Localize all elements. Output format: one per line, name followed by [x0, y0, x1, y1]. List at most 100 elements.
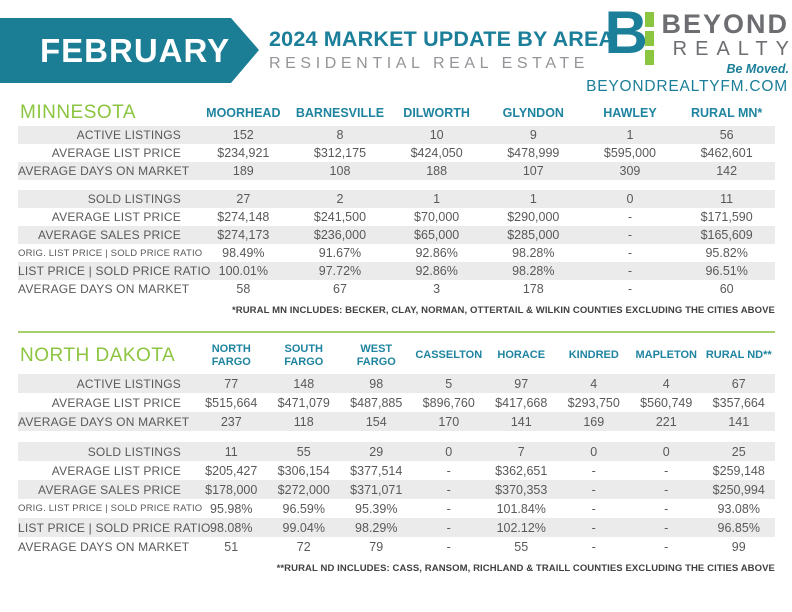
- logo-name-line2: REALTY: [672, 38, 792, 60]
- column-header: GLYNDON: [502, 106, 564, 120]
- cell-value: 10: [429, 128, 444, 142]
- north-dakota-table: NORTH DAKOTA NORTH FARGO SOUTH FARGO WEST …: [18, 338, 775, 556]
- spacer-row: [18, 431, 775, 442]
- cell-value: 97.72%: [318, 264, 362, 278]
- column-header: HAWLEY: [603, 106, 657, 120]
- cell-value: 237: [220, 414, 242, 429]
- table-row: SOLD LISTINGS 27 2 1 1 0 11: [18, 190, 775, 208]
- cell-value: -: [664, 482, 669, 497]
- logo-b-mark-icon: B: [604, 2, 656, 68]
- row-label: AVERAGE LIST PRICE: [51, 146, 181, 160]
- row-label: AVERAGE LIST PRICE: [51, 210, 181, 224]
- cell-value: -: [664, 539, 669, 554]
- cell-value: -: [591, 501, 596, 516]
- table-row: ACTIVE LISTINGS 77 148 98 5 97 4 4 67: [18, 374, 775, 393]
- cell-value: -: [627, 246, 633, 260]
- cell-value: 93.08%: [717, 501, 760, 516]
- minnesota-footnote: *RURAL MN INCLUDES: BECKER, CLAY, NORMAN…: [231, 305, 775, 316]
- column-header: RURAL MN*: [690, 106, 763, 120]
- cell-value: -: [591, 463, 596, 478]
- row-label: AVERAGE SALES PRICE: [38, 228, 181, 242]
- beyond-realty-logo: B BEYOND REALTY Be Moved.: [604, 2, 792, 77]
- cell-value: -: [446, 463, 451, 478]
- table-row: AVERAGE DAYS ON MARKET 189 108 188 107 309 142: [18, 162, 775, 180]
- cell-value: 3: [433, 282, 441, 296]
- cell-value: 141: [510, 414, 532, 429]
- cell-value: 96.59%: [282, 501, 325, 516]
- table-row: AVERAGE DAYS ON MARKET 58 67 3 178 - 60: [18, 280, 775, 298]
- cell-value: 95.82%: [705, 246, 748, 260]
- table-row: AVERAGE DAYS ON MARKET 237 118 154 170 141 169…: [18, 412, 775, 431]
- cell-value: $478,999: [507, 146, 560, 160]
- row-label: AVERAGE DAYS ON MARKET: [18, 282, 190, 296]
- cell-value: $306,154: [277, 463, 330, 478]
- column-header: HORACE: [497, 349, 546, 362]
- table-row: ORIG. LIST PRICE | SOLD PRICE RATIO 98.49…: [18, 244, 775, 262]
- table-row: SOLD LISTINGS 11 55 29 0 7 0 0 25: [18, 442, 775, 461]
- row-label: LIST PRICE | SOLD PRICE RATIO: [18, 264, 211, 278]
- cell-value: $241,500: [313, 210, 367, 224]
- cell-value: 189: [232, 164, 254, 178]
- cell-value: $259,148: [712, 463, 765, 478]
- tables-section: MINNESOTA MOORHEAD BARNESVILLE DILWORTH GLY…: [18, 100, 775, 574]
- row-label: ORIG. LIST PRICE | SOLD PRICE RATIO: [18, 503, 203, 514]
- cell-value: 92.86%: [415, 264, 458, 278]
- north-dakota-footnote: **RURAL ND INCLUDES: CASS, RANSOM, RICHL…: [276, 563, 775, 574]
- cell-value: 56: [719, 128, 734, 142]
- cell-value: $274,173: [217, 228, 270, 242]
- cell-value: -: [446, 539, 451, 554]
- column-header: RURAL ND**: [705, 349, 772, 362]
- cell-value: $312,175: [313, 146, 367, 160]
- logo-tagline: Be Moved.: [726, 62, 789, 76]
- cell-value: 4: [662, 376, 670, 391]
- cell-value: 96.85%: [717, 520, 760, 535]
- cell-value: 96.51%: [705, 264, 748, 278]
- row-label: AVERAGE DAYS ON MARKET: [18, 164, 190, 178]
- cell-value: 309: [619, 164, 641, 178]
- cell-value: $560,749: [640, 395, 693, 410]
- cell-value: 95.98%: [210, 501, 253, 516]
- cell-value: 99.04%: [282, 520, 325, 535]
- row-label: SOLD LISTINGS: [87, 192, 181, 206]
- cell-value: $417,668: [495, 395, 548, 410]
- row-label: AVERAGE LIST PRICE: [51, 463, 181, 478]
- cell-value: 29: [369, 444, 384, 459]
- cell-value: 1: [626, 128, 634, 142]
- cell-value: 141: [728, 414, 750, 429]
- cell-value: -: [627, 264, 633, 278]
- cell-value: $290,000: [507, 210, 560, 224]
- cell-value: 0: [590, 444, 598, 459]
- row-label: ACTIVE LISTINGS: [76, 376, 181, 391]
- cell-value: 178: [522, 282, 544, 296]
- region-title-north-dakota: NORTH DAKOTA: [20, 345, 176, 366]
- table-row: AVERAGE SALES PRICE $178,000 $272,000 $371,…: [18, 480, 775, 499]
- cell-value: -: [446, 501, 451, 516]
- cell-value: $362,651: [495, 463, 548, 478]
- table-row: AVERAGE LIST PRICE $274,148 $241,500 $70,00…: [18, 208, 775, 226]
- cell-value: $250,994: [712, 482, 765, 497]
- cell-value: 154: [365, 414, 387, 429]
- website-link[interactable]: BEYONDREALTYFM.COM: [586, 78, 788, 95]
- column-header: CASSELTON: [415, 349, 483, 362]
- cell-value: 55: [296, 444, 311, 459]
- cell-value: -: [664, 501, 669, 516]
- cell-value: 142: [716, 164, 738, 178]
- cell-value: $70,000: [414, 210, 460, 224]
- cell-value: 11: [720, 192, 734, 206]
- cell-value: 0: [626, 192, 634, 206]
- row-label: LIST PRICE | SOLD PRICE RATIO: [18, 520, 211, 535]
- column-header: WEST FARGO: [356, 342, 396, 368]
- cell-value: 58: [236, 282, 251, 296]
- cell-value: $165,609: [700, 228, 753, 242]
- cell-value: 100.01%: [218, 264, 268, 278]
- cell-value: 7: [517, 444, 525, 459]
- cell-value: 95.39%: [355, 501, 398, 516]
- cell-value: 5: [445, 376, 453, 391]
- cell-value: $370,353: [495, 482, 548, 497]
- cell-value: 0: [445, 444, 453, 459]
- cell-value: $65,000: [414, 228, 460, 242]
- cell-value: 0: [662, 444, 670, 459]
- logo-name-line1: BEYOND: [661, 9, 789, 39]
- row-label: ACTIVE LISTINGS: [76, 128, 181, 142]
